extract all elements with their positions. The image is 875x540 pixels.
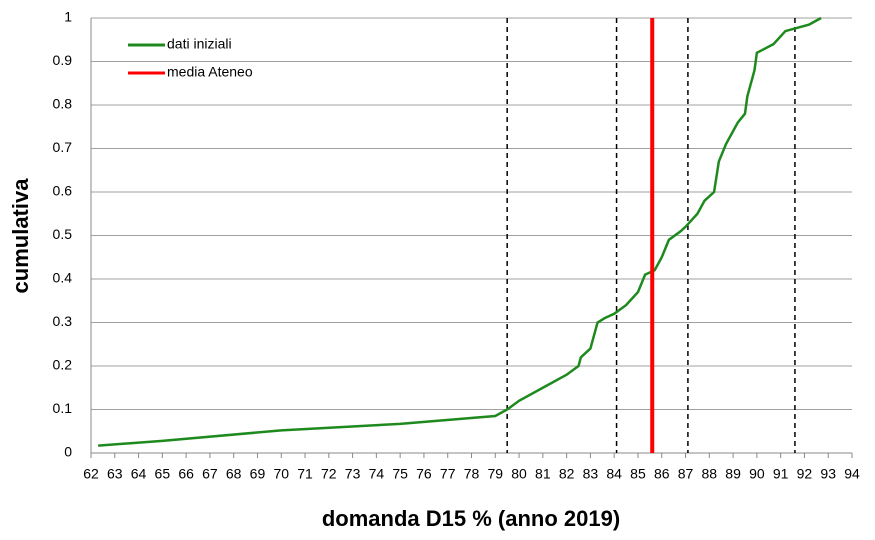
y-tick-label: 0.4: [53, 270, 73, 286]
y-tick-label: 0.8: [53, 96, 73, 112]
x-tick-label: 94: [844, 466, 860, 482]
y-tick-label: 0.2: [53, 357, 73, 373]
x-tick-label: 79: [487, 466, 503, 482]
x-tick-label: 63: [107, 466, 123, 482]
x-tick-label: 82: [559, 466, 575, 482]
x-tick-label: 74: [369, 466, 385, 482]
y-tick-label: 0.9: [53, 52, 73, 68]
x-tick-label: 64: [131, 466, 147, 482]
x-tick-label: 78: [464, 466, 480, 482]
x-tick-label: 93: [820, 466, 836, 482]
x-tick-label: 73: [345, 466, 361, 482]
x-tick-label: 92: [797, 466, 813, 482]
x-tick-label: 90: [749, 466, 765, 482]
y-tick-label: 1: [64, 9, 72, 25]
x-tick-label: 84: [606, 466, 622, 482]
x-tick-label: 87: [678, 466, 694, 482]
x-tick-label: 68: [226, 466, 242, 482]
x-axis-label: domanda D15 % (anno 2019): [322, 506, 620, 531]
x-tick-label: 69: [250, 466, 266, 482]
x-tick-label: 85: [630, 466, 646, 482]
x-tick-label: 86: [654, 466, 670, 482]
x-tick-label: 71: [297, 466, 313, 482]
x-tick-label: 83: [583, 466, 599, 482]
y-tick-label: 0: [64, 444, 72, 460]
legend-label: dati iniziali: [167, 36, 232, 52]
x-tick-label: 72: [321, 466, 337, 482]
x-tick-label: 66: [178, 466, 194, 482]
x-tick-label: 67: [202, 466, 218, 482]
series-line: [98, 16, 822, 447]
x-tick-label: 89: [725, 466, 741, 482]
x-tick-label: 62: [83, 466, 99, 482]
y-tick-label: 0.3: [53, 313, 73, 329]
x-tick-label: 77: [440, 466, 456, 482]
legend-label: media Ateneo: [167, 64, 253, 80]
x-tick-label: 75: [392, 466, 408, 482]
y-tick-label: 0.6: [53, 183, 73, 199]
y-tick-label: 0.7: [53, 139, 73, 155]
x-tick-label: 76: [416, 466, 432, 482]
x-tick-label: 81: [535, 466, 551, 482]
x-tick-label: 88: [702, 466, 718, 482]
y-axis-label: cumulativa: [8, 178, 33, 294]
y-tick-label: 0.1: [53, 400, 73, 416]
x-tick-label: 70: [273, 466, 289, 482]
x-tick-label: 80: [511, 466, 527, 482]
x-tick-label: 91: [773, 466, 789, 482]
x-tick-label: 65: [155, 466, 171, 482]
y-tick-label: 0.5: [53, 226, 73, 242]
